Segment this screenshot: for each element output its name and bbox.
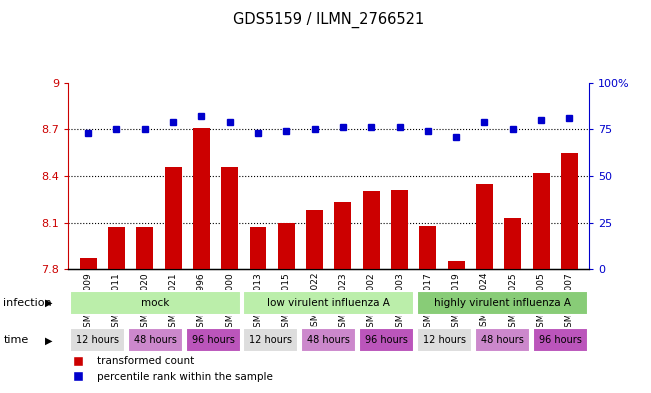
Bar [533,173,549,269]
Bar [165,167,182,269]
Text: highly virulent influenza A: highly virulent influenza A [434,298,571,308]
Text: 48 hours: 48 hours [307,335,350,345]
Bar [419,226,436,269]
Bar [136,227,153,269]
Bar [221,167,238,269]
Text: infection: infection [3,298,52,308]
Bar [70,328,125,353]
Bar [448,261,465,269]
Bar [561,152,578,269]
Bar [476,184,493,269]
Text: ▶: ▶ [45,298,53,308]
Bar [301,328,356,353]
Text: 96 hours: 96 hours [365,335,408,345]
Bar [475,328,530,353]
Bar [505,218,521,269]
Bar [108,227,125,269]
Text: 48 hours: 48 hours [481,335,524,345]
Text: low virulent influenza A: low virulent influenza A [268,298,390,308]
Text: 12 hours: 12 hours [423,335,466,345]
Bar [278,222,295,269]
Text: ▶: ▶ [45,335,53,345]
Text: GDS5159 / ILMN_2766521: GDS5159 / ILMN_2766521 [233,12,424,28]
Bar [417,328,472,353]
Bar [79,258,96,269]
Bar [391,190,408,269]
Bar [128,328,183,353]
Bar [243,291,414,315]
Text: 96 hours: 96 hours [191,335,234,345]
Bar [306,210,323,269]
Text: 12 hours: 12 hours [76,335,118,345]
Bar [70,291,240,315]
Text: 12 hours: 12 hours [249,335,292,345]
Text: time: time [3,335,29,345]
Bar [193,128,210,269]
Bar [249,227,266,269]
Bar [243,328,298,353]
Bar [363,191,380,269]
Legend: transformed count, percentile rank within the sample: transformed count, percentile rank withi… [64,352,277,386]
Text: 96 hours: 96 hours [539,335,581,345]
Text: mock: mock [141,298,169,308]
Bar [533,328,588,353]
Bar [335,202,352,269]
Text: 48 hours: 48 hours [133,335,176,345]
Bar [359,328,414,353]
Bar [186,328,240,353]
Bar [417,291,588,315]
